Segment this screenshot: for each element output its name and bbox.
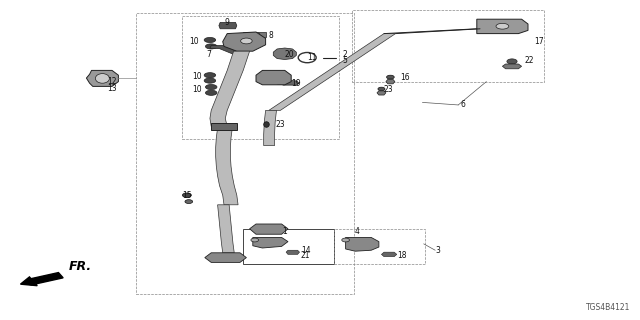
Text: 6: 6 xyxy=(461,100,466,109)
Ellipse shape xyxy=(507,59,517,64)
Ellipse shape xyxy=(342,238,349,242)
Text: 14: 14 xyxy=(301,246,310,255)
Polygon shape xyxy=(477,19,528,34)
Text: 10: 10 xyxy=(192,72,202,81)
Text: 4: 4 xyxy=(355,228,360,236)
Text: 7: 7 xyxy=(206,50,211,59)
Text: 17: 17 xyxy=(534,37,544,46)
Text: 11: 11 xyxy=(307,53,317,62)
Ellipse shape xyxy=(205,44,217,49)
Text: 10: 10 xyxy=(192,85,202,94)
Text: 16: 16 xyxy=(400,73,410,82)
Ellipse shape xyxy=(185,200,193,204)
Polygon shape xyxy=(223,32,266,51)
Text: 1: 1 xyxy=(282,228,287,236)
Polygon shape xyxy=(377,91,386,95)
Polygon shape xyxy=(502,64,522,69)
Polygon shape xyxy=(253,237,288,248)
Polygon shape xyxy=(211,123,237,130)
Ellipse shape xyxy=(205,90,217,95)
Text: 21: 21 xyxy=(301,252,310,260)
Ellipse shape xyxy=(182,193,191,197)
Bar xyxy=(243,229,334,264)
Bar xyxy=(182,16,339,139)
Polygon shape xyxy=(210,51,250,126)
Polygon shape xyxy=(273,48,296,60)
Text: 9: 9 xyxy=(225,18,230,27)
Text: 18: 18 xyxy=(397,252,406,260)
Polygon shape xyxy=(210,45,243,57)
Polygon shape xyxy=(218,205,234,253)
Polygon shape xyxy=(386,79,395,84)
Text: 2: 2 xyxy=(342,50,347,59)
Text: 20: 20 xyxy=(285,50,294,59)
Ellipse shape xyxy=(204,73,216,78)
Ellipse shape xyxy=(241,38,252,44)
Ellipse shape xyxy=(496,23,509,29)
Text: 15: 15 xyxy=(182,191,192,200)
Bar xyxy=(136,13,354,294)
Ellipse shape xyxy=(387,75,394,79)
Text: 23: 23 xyxy=(275,120,285,129)
Polygon shape xyxy=(269,34,396,110)
Polygon shape xyxy=(346,237,379,251)
Polygon shape xyxy=(216,128,238,205)
Polygon shape xyxy=(219,22,237,29)
Text: 10: 10 xyxy=(189,37,198,46)
Text: TGS4B4121: TGS4B4121 xyxy=(586,303,630,312)
Ellipse shape xyxy=(251,238,259,242)
Text: 8: 8 xyxy=(269,31,273,40)
Polygon shape xyxy=(205,253,246,262)
Text: 22: 22 xyxy=(525,56,534,65)
Bar xyxy=(334,229,425,264)
Text: 19: 19 xyxy=(291,79,301,88)
Ellipse shape xyxy=(95,74,109,83)
Ellipse shape xyxy=(204,37,216,43)
Text: 13: 13 xyxy=(107,84,117,93)
Ellipse shape xyxy=(378,87,385,91)
FancyArrow shape xyxy=(20,273,63,286)
Text: 23: 23 xyxy=(384,85,394,94)
Polygon shape xyxy=(243,32,266,37)
Polygon shape xyxy=(381,252,397,257)
Ellipse shape xyxy=(276,81,284,84)
Polygon shape xyxy=(283,80,299,85)
Text: 12: 12 xyxy=(108,77,116,86)
Polygon shape xyxy=(256,70,291,85)
Ellipse shape xyxy=(204,78,216,83)
Bar xyxy=(352,10,544,82)
Text: 5: 5 xyxy=(342,56,348,65)
Text: FR.: FR. xyxy=(69,260,92,273)
Polygon shape xyxy=(264,110,276,146)
Polygon shape xyxy=(286,250,300,254)
Ellipse shape xyxy=(205,84,217,90)
Polygon shape xyxy=(250,224,288,234)
Polygon shape xyxy=(86,70,118,86)
Ellipse shape xyxy=(252,32,260,36)
Text: 3: 3 xyxy=(435,246,440,255)
